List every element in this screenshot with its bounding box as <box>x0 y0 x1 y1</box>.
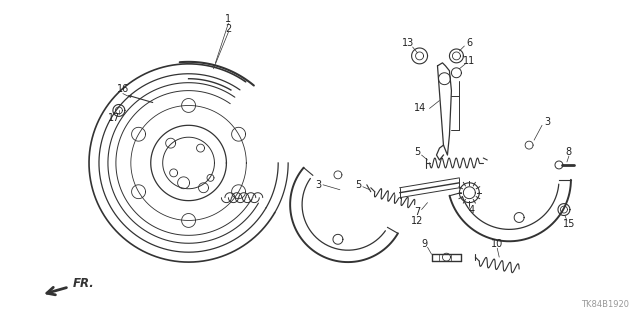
Text: 3: 3 <box>544 117 550 127</box>
Text: 3: 3 <box>315 180 321 190</box>
Text: 14: 14 <box>415 103 427 114</box>
Text: 5: 5 <box>355 180 361 190</box>
Text: 17: 17 <box>108 113 120 123</box>
Text: 11: 11 <box>463 56 476 66</box>
Text: 13: 13 <box>401 38 413 48</box>
Text: 10: 10 <box>491 239 503 249</box>
Text: FR.: FR. <box>73 278 95 290</box>
Text: 7: 7 <box>415 206 420 217</box>
Text: TK84B1920: TK84B1920 <box>580 300 628 309</box>
Text: 1: 1 <box>225 14 232 24</box>
Text: 9: 9 <box>422 239 428 249</box>
Text: 8: 8 <box>566 147 572 157</box>
Text: 16: 16 <box>116 84 129 93</box>
Text: 5: 5 <box>415 147 420 157</box>
Text: 12: 12 <box>412 217 424 226</box>
Text: 2: 2 <box>225 24 232 34</box>
Text: 6: 6 <box>467 38 472 48</box>
Text: 4: 4 <box>468 204 474 215</box>
Text: 15: 15 <box>563 219 575 229</box>
